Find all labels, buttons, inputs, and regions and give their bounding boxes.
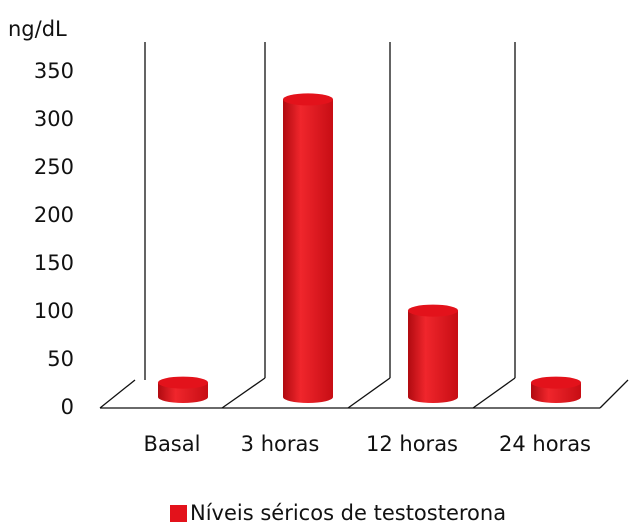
bar-top <box>531 376 581 389</box>
bar-bottom <box>408 391 458 403</box>
x-tick-label: Basal <box>144 432 201 456</box>
bar-bottom <box>531 391 581 403</box>
bar <box>408 310 458 397</box>
legend-label: Níveis séricos de testosterona <box>190 501 506 523</box>
plot-frame <box>99 42 629 409</box>
y-tick-label: 0 <box>61 395 74 419</box>
bar-top <box>408 304 458 317</box>
bar-bottom <box>158 391 208 403</box>
y-axis-label: ng/dL <box>8 17 67 41</box>
legend-swatch <box>170 505 187 522</box>
x-tick-label: 3 horas <box>241 432 320 456</box>
bar-bottom <box>283 391 333 403</box>
y-tick-label: 350 <box>34 59 74 83</box>
y-tick-label: 200 <box>34 203 74 227</box>
x-tick-label: 24 horas <box>499 432 591 456</box>
bar-top <box>158 376 208 389</box>
bar-top <box>283 93 333 106</box>
bar <box>283 99 333 398</box>
y-tick-label: 100 <box>34 299 74 323</box>
y-tick-label: 250 <box>34 155 74 179</box>
y-tick-label: 300 <box>34 107 74 131</box>
y-tick-label: 50 <box>47 347 74 371</box>
x-tick-label: 12 horas <box>366 432 458 456</box>
y-tick-label: 150 <box>34 251 74 275</box>
